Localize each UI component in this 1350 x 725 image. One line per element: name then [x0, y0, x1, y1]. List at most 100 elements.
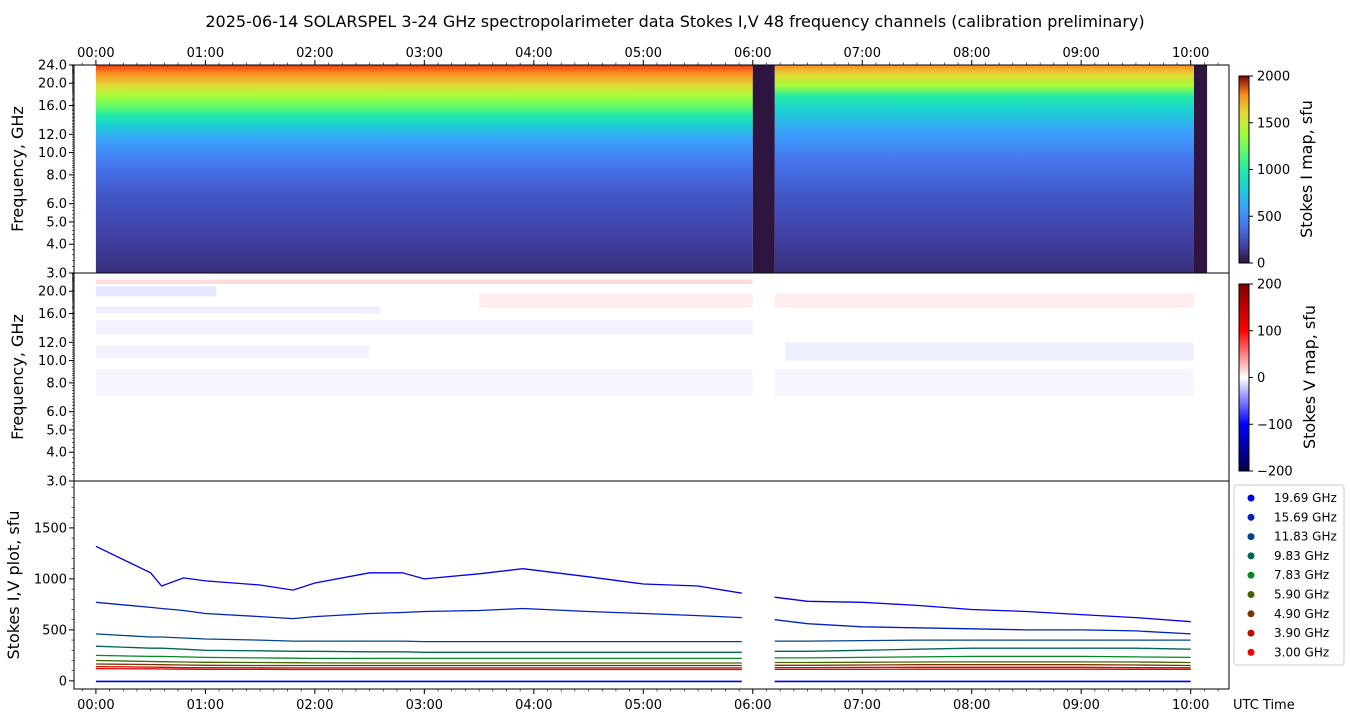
x-tick-label: 05:00 — [625, 698, 662, 713]
y-tick-label: 20.0 — [38, 285, 67, 300]
y-tick-label: 500 — [42, 623, 67, 638]
y-tick-label: 8.0 — [46, 168, 67, 183]
colorbar-tick-label: 1500 — [1257, 116, 1290, 131]
x-tick-label: 00:00 — [77, 698, 114, 713]
stokes-line-ylabel: Stokes I,V plot, sfu — [4, 511, 23, 660]
series-line — [95, 601, 1191, 635]
stokes-v-band — [95, 306, 381, 314]
stokes-v-colorbar-ticks: 200 100 0 −100 −200 — [1249, 278, 1293, 480]
stokes-line-y-axis: 1500 1000 500 0 — [34, 486, 74, 689]
series-line — [95, 667, 1191, 671]
stokes-i-colorbar-ticks: 2000 1500 1000 500 0 — [1249, 70, 1290, 272]
series-line — [95, 633, 1191, 643]
x-tick-label: 01:00 — [187, 46, 224, 61]
legend-marker — [1247, 571, 1255, 579]
legend-marker — [1247, 513, 1255, 521]
y-tick-label: 12.0 — [38, 336, 67, 351]
x-tick-label: 08:00 — [953, 46, 990, 61]
x-tick-label: 02:00 — [296, 46, 333, 61]
stokes-v-panel: 20.0 16.0 12.0 10.0 8.0 6.0 5.0 4.0 3.0 Frequenc… — [8, 272, 1230, 490]
stokes-i-colorbar-label: Stokes I map, sfu — [1297, 100, 1316, 238]
legend-label: 4.90 GHz — [1274, 607, 1329, 621]
legend-marker — [1247, 629, 1255, 637]
stokes-v-heatmap — [95, 273, 1194, 481]
x-tick-label: 09:00 — [1062, 46, 1099, 61]
stokes-i-colorbar: 2000 1500 1000 500 0 Stokes I map, sfu — [1238, 70, 1316, 272]
x-tick-label: 07:00 — [844, 46, 881, 61]
x-tick-label: 04:00 — [515, 698, 552, 713]
x-tick-label: 09:00 — [1062, 698, 1099, 713]
y-tick-label: 3.0 — [46, 267, 67, 282]
stokes-i-map-gap — [752, 65, 775, 273]
x-tick-label: 03:00 — [406, 46, 443, 61]
y-tick-label: 1500 — [34, 521, 67, 536]
legend-label: 7.83 GHz — [1274, 568, 1329, 582]
stokes-i-heatmap — [95, 65, 1208, 273]
legend-marker — [1247, 591, 1255, 598]
legend-label: 15.69 GHz — [1274, 510, 1337, 524]
y-tick-label: 6.0 — [46, 197, 67, 212]
colorbar-tick-label: −100 — [1257, 418, 1293, 433]
x-tick-label: 06:00 — [734, 46, 771, 61]
x-tick-label: 10:00 — [1172, 46, 1209, 61]
stokes-i-y-axis: 24.0 20.0 16.0 12.0 10.0 8.0 6.0 5.0 4.0 3.0 — [38, 59, 74, 282]
x-tick-label: 04:00 — [515, 46, 552, 61]
y-tick-label: 16.0 — [38, 307, 67, 322]
legend-marker — [1247, 648, 1255, 656]
y-tick-label: 4.0 — [46, 238, 67, 253]
series-line — [95, 659, 1191, 664]
stokes-i-ylabel: Frequency, GHz — [8, 106, 27, 232]
legend-marker — [1247, 610, 1255, 618]
y-tick-label: 12.0 — [38, 128, 67, 143]
series-line — [95, 645, 1191, 653]
stokes-v-colorbar-fill — [1238, 283, 1250, 472]
stokes-i-panel: 24.0 20.0 16.0 12.0 10.0 8.0 6.0 5.0 4.0 3.0 00:0… — [8, 46, 1230, 282]
y-tick-label: 5.0 — [46, 215, 67, 230]
stokes-v-band — [95, 320, 753, 335]
x-tick-label: 05:00 — [625, 46, 662, 61]
x-tick-label: 10:00 — [1172, 698, 1209, 713]
x-tick-label: 02:00 — [296, 698, 333, 713]
stokes-v-map-gap — [752, 273, 775, 481]
series-line — [95, 654, 1191, 660]
y-tick-label: 1000 — [34, 572, 67, 587]
chart-title: 2025-06-14 SOLARSPEL 3-24 GHz spectropol… — [205, 12, 1144, 31]
x-tick-label: 07:00 — [844, 698, 881, 713]
legend-marker — [1247, 552, 1255, 560]
stokes-v-y-axis: 20.0 16.0 12.0 10.0 8.0 6.0 5.0 4.0 3.0 — [38, 272, 74, 490]
colorbar-tick-label: 500 — [1257, 210, 1282, 225]
y-tick-label: 10.0 — [38, 146, 67, 161]
colorbar-tick-label: 0 — [1257, 371, 1265, 386]
colorbar-tick-label: 100 — [1257, 324, 1282, 339]
stokes-i-map-left — [95, 65, 753, 273]
y-tick-label: 20.0 — [38, 77, 67, 92]
stokes-i-map-right — [774, 65, 1194, 273]
legend-label: 3.00 GHz — [1274, 645, 1329, 659]
legend-label: 3.90 GHz — [1274, 626, 1329, 640]
colorbar-tick-label: 200 — [1257, 278, 1282, 293]
stokes-line-panel: 1500 1000 500 0 00:00 01:00 02:00 03:00 04:00 05… — [4, 480, 1295, 713]
y-tick-label: 24.0 — [38, 59, 67, 74]
legend-marker — [1247, 533, 1255, 541]
legend: 19.69 GHz 15.69 GHz 11.83 GHz 9.83 GHz 7.83 … — [1233, 484, 1345, 666]
legend-marker — [1247, 494, 1255, 502]
colorbar-tick-label: 1000 — [1257, 163, 1290, 178]
x-tick-label: 00:00 — [77, 46, 114, 61]
stokes-v-ylabel: Frequency, GHz — [8, 314, 27, 440]
stokes-i-map-gap — [1193, 65, 1208, 273]
stokes-v-band — [95, 286, 217, 297]
stokes-v-colorbar-label: Stokes V map, sfu — [1300, 305, 1319, 449]
x-tick-label: 06:00 — [734, 698, 771, 713]
legend-label: 11.83 GHz — [1274, 530, 1337, 544]
y-tick-label: 10.0 — [38, 354, 67, 369]
y-tick-label: 5.0 — [46, 423, 67, 438]
series-line — [95, 665, 1191, 669]
colorbar-tick-label: 2000 — [1257, 70, 1290, 85]
bottom-time-axis: 00:00 01:00 02:00 03:00 04:00 05:00 06:00 07:00… — [77, 689, 1219, 713]
series-line — [95, 663, 1191, 667]
legend-label: 9.83 GHz — [1274, 549, 1329, 563]
top-time-axis: 00:00 01:00 02:00 03:00 04:00 05:00 06:00 07:00… — [77, 46, 1219, 65]
stokes-line-plot — [95, 545, 1191, 683]
colorbar-tick-label: 0 — [1257, 257, 1265, 272]
